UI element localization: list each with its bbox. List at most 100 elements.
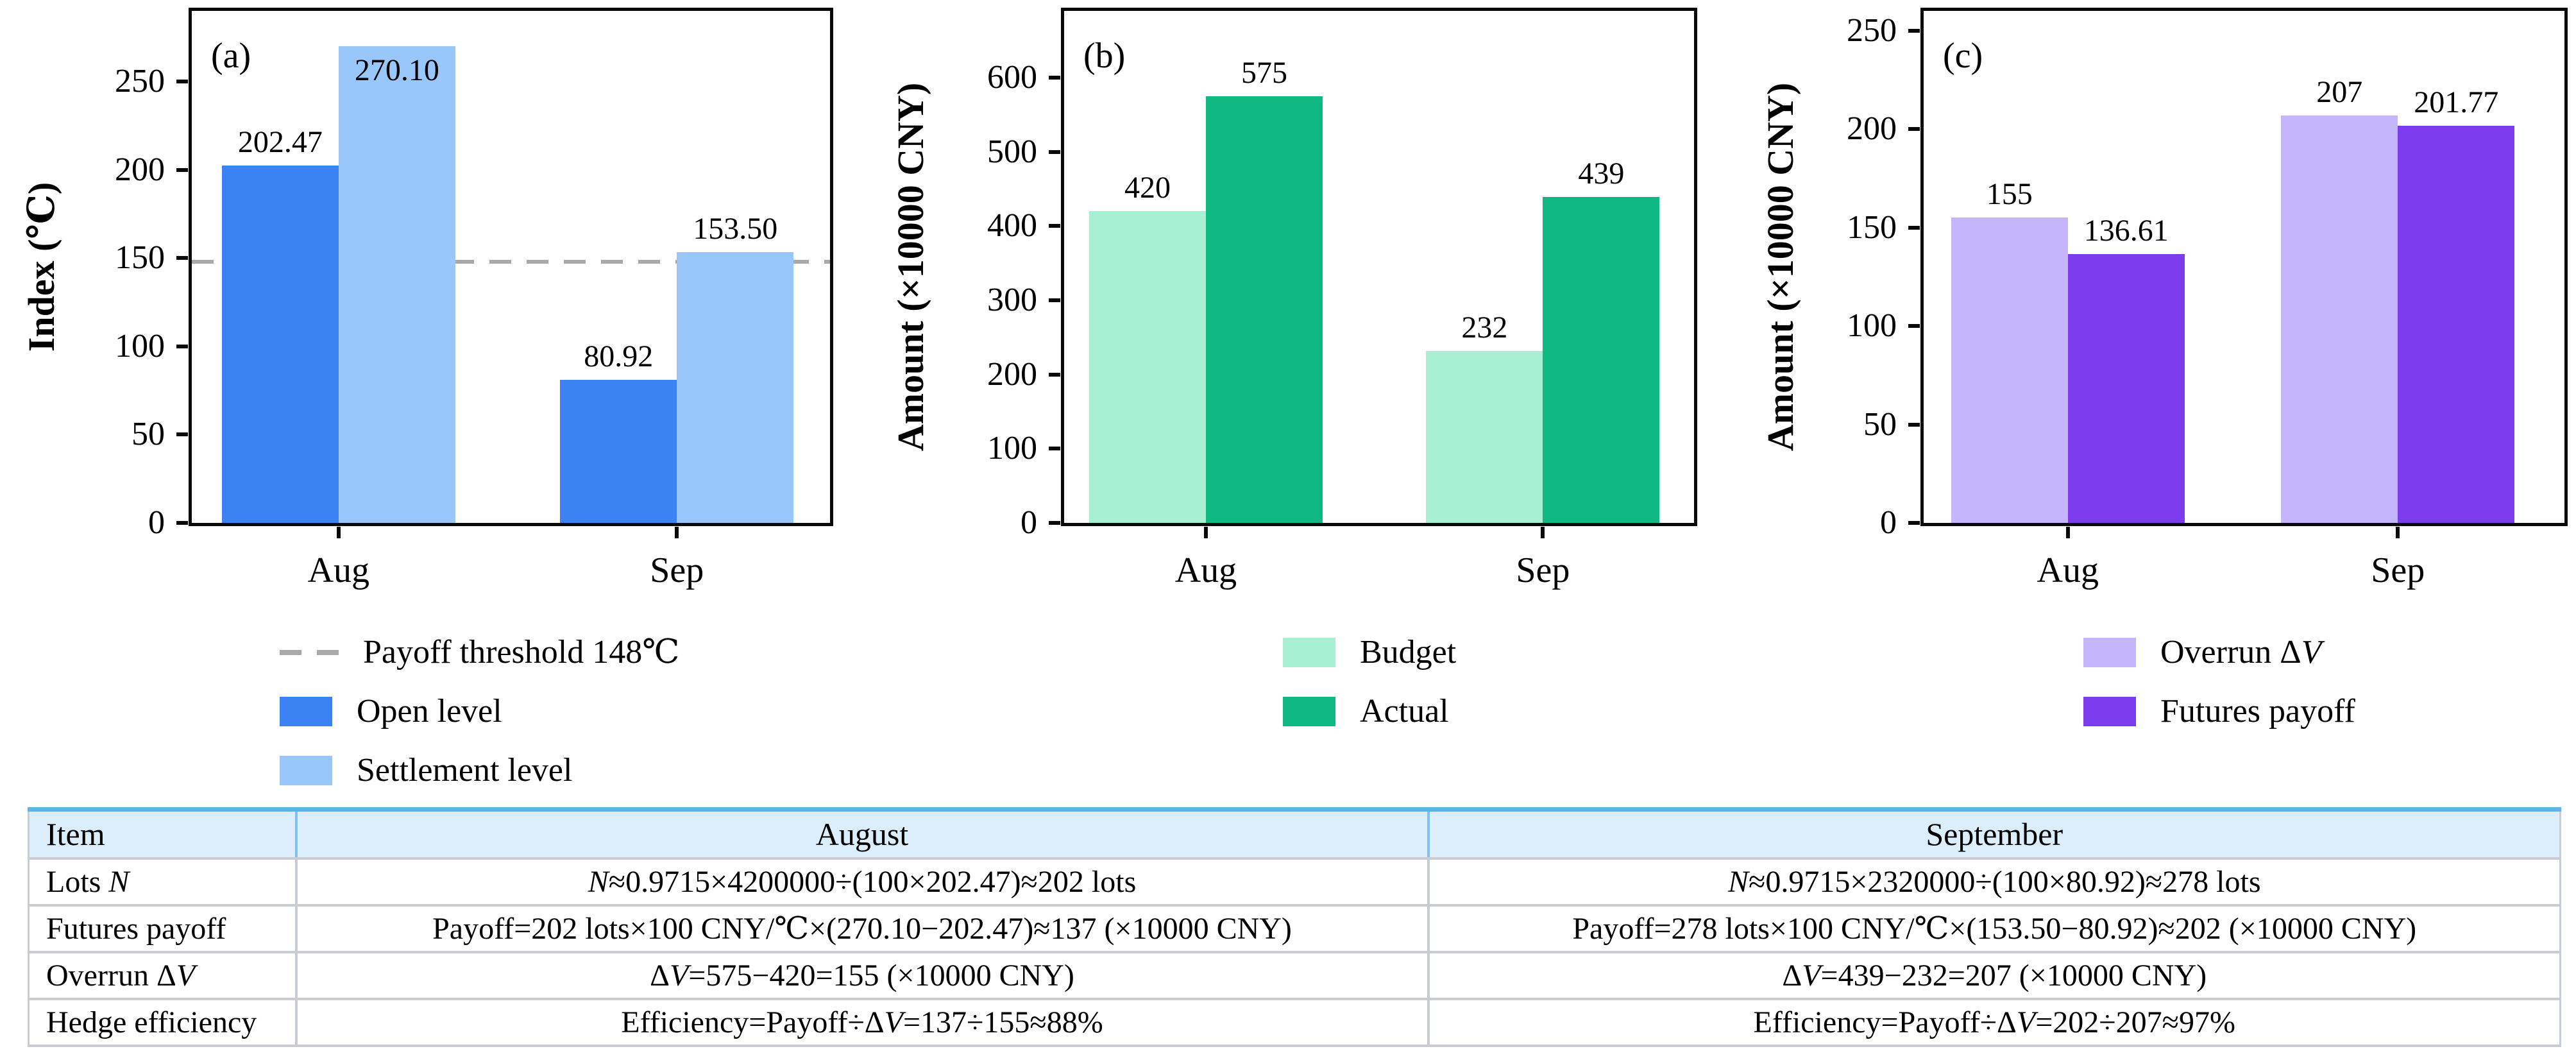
bar-value-label: 270.10	[354, 53, 439, 87]
table-body: Lots N N≈0.9715×4200000÷(100×202.47)≈202 …	[28, 858, 2561, 1047]
y-axis-tick	[1908, 28, 1920, 33]
y-axis-tick-label: 300	[987, 282, 1037, 319]
legend-label: Budget	[1360, 634, 1457, 671]
bar: 575	[1205, 11, 1323, 523]
color-swatch	[2083, 697, 2136, 726]
bar: 207	[2281, 11, 2398, 523]
calculation-table: Item August September Lots N N≈0.9715×42000…	[28, 807, 2561, 1047]
y-axis-tick	[1908, 127, 1920, 132]
y-axis-tick-label: 200	[115, 151, 165, 188]
legend-item: Futures payoff	[2083, 693, 2355, 730]
y-axis-tick-label: 50	[131, 416, 165, 453]
bar-value-label: 136.61	[2083, 213, 2169, 248]
table-row: Hedge efficiency Efficiency=Payoff÷ΔV=137…	[28, 998, 2561, 1047]
color-swatch	[280, 756, 332, 785]
bar-value-label: 202.47	[237, 124, 323, 159]
y-axis-tick-label: 200	[1847, 110, 1897, 148]
legend-item: Payoff threshold 148℃	[280, 634, 679, 671]
formula-cell: ΔV=575−420=155 (×10000 CNY)	[294, 951, 1428, 1000]
row-label: Futures payoff	[28, 905, 296, 953]
legend-label: Payoff threshold 148℃	[363, 634, 680, 671]
y-axis-tick-label: 0	[1880, 504, 1897, 541]
bar-value-label: 153.50	[693, 211, 778, 246]
x-axis-tick	[2065, 527, 2070, 538]
column-header: Item	[28, 807, 296, 860]
bar-group: 232 439	[1426, 11, 1660, 523]
panel-label: (c)	[1943, 36, 1983, 76]
legend-label: Open level	[357, 693, 502, 730]
bar: 270.10	[338, 11, 455, 523]
y-axis-tick	[1908, 422, 1920, 427]
row-label: Overrun ΔV	[28, 951, 296, 1000]
bar: 155	[1951, 11, 2068, 523]
x-axis-tick	[1203, 527, 1208, 538]
panel-label: (a)	[211, 36, 251, 76]
y-axis-tick-label: 0	[1021, 504, 1037, 541]
plot-area: (a) 0 50 100 150 200 250 Aug 202.47 270.10 Sep 80.…	[115, 8, 833, 588]
plot-area: (b) 0 100 200 300 400 500 600 Aug 420 575 Sep 232 43…	[987, 8, 1697, 588]
bar: 153.50	[677, 11, 794, 523]
y-axis-tick	[176, 256, 188, 260]
y-axis-title: Index (℃)	[21, 182, 62, 352]
charts-row: Index (℃) (a) 0 50 100 150 200 250 Aug 202.47 27…	[0, 0, 2568, 789]
x-axis-tick-label: Aug	[307, 550, 370, 590]
bar-rect	[1426, 350, 1543, 523]
y-axis-tick-label: 0	[148, 504, 165, 541]
y-axis-tick-label: 100	[1847, 307, 1897, 345]
y-axis-tick-label: 500	[987, 133, 1037, 170]
formula-cell: Efficiency=Payoff÷ΔV=137÷155≈88%	[294, 998, 1428, 1047]
bar-value-label: 80.92	[584, 339, 654, 374]
y-axis-tick-label: 50	[1863, 405, 1897, 443]
table-row: Lots N N≈0.9715×4200000÷(100×202.47)≈202 …	[28, 858, 2561, 907]
bar-rect	[2067, 253, 2185, 523]
formula-cell: ΔV=439−232=207 (×10000 CNY)	[1427, 951, 2561, 1000]
bar: 202.47	[221, 11, 339, 523]
x-axis-tick	[1541, 527, 1545, 538]
bar-value-label: 201.77	[2414, 85, 2499, 119]
legend-item: Overrun ΔV	[2083, 634, 2355, 671]
bar: 136.61	[2067, 11, 2185, 523]
bar: 439	[1543, 11, 1660, 523]
bar-value-label: 420	[1124, 171, 1171, 205]
y-axis-tick	[1049, 447, 1060, 451]
y-axis-tick	[1049, 149, 1060, 154]
chart-panel-a: Index (℃) (a) 0 50 100 150 200 250 Aug 202.47 27…	[0, 0, 865, 632]
formula-cell: N≈0.9715×2320000÷(100×80.92)≈278 lots	[1427, 858, 2561, 907]
bar-group: 207 201.77	[2281, 11, 2515, 523]
row-label: Lots N	[28, 858, 296, 907]
y-axis-tick	[176, 80, 188, 84]
threshold-line	[192, 259, 830, 264]
chart-panel-b: Amount (×10000 CNY) (b) 0 100 200 300 400 500…	[865, 0, 1699, 632]
bar-rect	[2281, 115, 2398, 523]
y-axis-tick	[176, 432, 188, 437]
legend-b: Budget Actual	[1283, 634, 1456, 730]
column-header: August	[294, 807, 1428, 860]
formula-cell: Efficiency=Payoff÷ΔV=202÷207≈97%	[1427, 998, 2561, 1047]
bar: 201.77	[2398, 11, 2515, 523]
color-swatch	[1283, 638, 1335, 667]
bar-rect	[1205, 96, 1323, 523]
y-axis-tick	[1049, 76, 1060, 80]
bar-group: 202.47 270.10	[221, 11, 455, 523]
plot-area: (c) 0 50 100 150 200 250 Aug 155 136.61 Sep 207 201…	[1847, 8, 2568, 588]
y-axis-tick-label: 250	[1847, 12, 1897, 49]
x-axis-tick-label: Sep	[1516, 550, 1570, 590]
y-axis-tick	[176, 344, 188, 348]
bar-rect	[221, 165, 339, 523]
table-row: Overrun ΔV ΔV=575−420=155 (×10000 CNY) ΔV=…	[28, 951, 2561, 1000]
y-axis-tick-label: 250	[115, 63, 165, 100]
formula-cell: Payoff=202 lots×100 CNY/℃×(270.10−202.47…	[294, 905, 1428, 953]
x-axis-tick-label: Aug	[2037, 550, 2099, 590]
y-axis-tick	[1908, 225, 1920, 230]
y-axis-tick	[1049, 298, 1060, 303]
color-swatch	[2083, 638, 2136, 667]
table-row: Futures payoff Payoff=202 lots×100 CNY/℃×…	[28, 905, 2561, 953]
y-axis-tick	[1049, 372, 1060, 377]
bar-group: 420 575	[1089, 11, 1323, 523]
bar-rect	[2398, 125, 2515, 523]
formula-cell: N≈0.9715×4200000÷(100×202.47)≈202 lots	[294, 858, 1428, 907]
legend-label: Settlement level	[357, 752, 573, 789]
y-axis-tick	[176, 167, 188, 172]
legend-label: Futures payoff	[2160, 693, 2355, 730]
y-axis-tick-label: 100	[987, 430, 1037, 467]
